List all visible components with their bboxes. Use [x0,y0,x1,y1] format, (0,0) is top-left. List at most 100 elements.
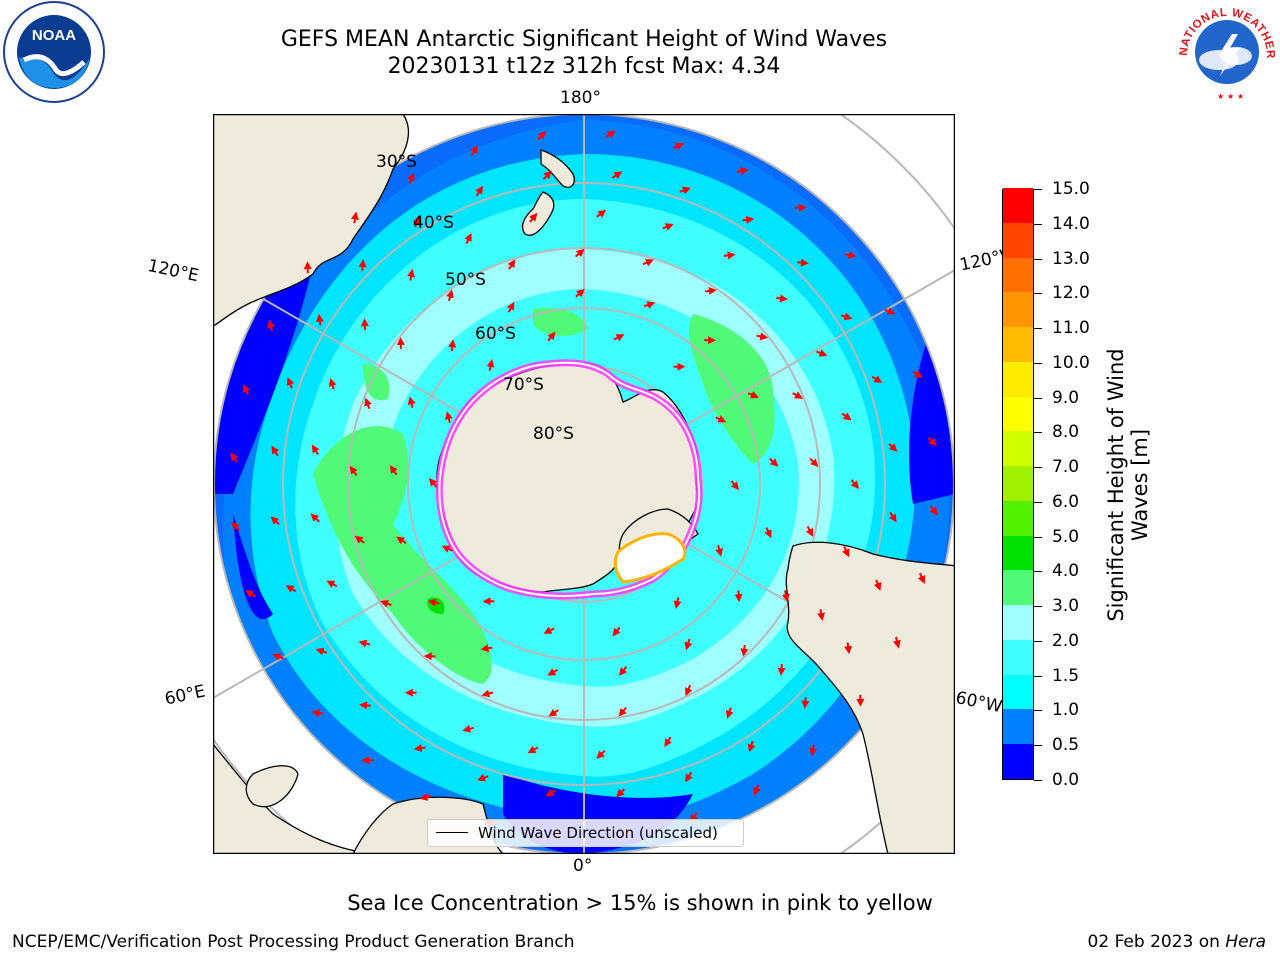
colorbar-title: Significant Height of Wind Waves [m] [1104,185,1152,785]
wave-direction-arrow [545,788,557,797]
colorbar-tick-label: 4.0 [1052,561,1080,582]
colorbar-tick [1034,189,1042,190]
wave-direction-arrow [575,288,585,298]
chart-title: GEFS MEAN Antarctic Significant Height o… [280,27,888,52]
wave-direction-arrow [642,259,654,267]
colorbar-segment [1003,743,1033,779]
wave-direction-arrow [611,171,623,180]
wave-direction-arrow [547,668,559,676]
wave-direction-arrow [736,167,749,176]
colorbar-tick [1034,606,1042,608]
wave-direction-arrow [441,545,453,553]
host-name: Hera [1225,932,1266,952]
colorbar-tick [1034,223,1042,225]
wave-direction-arrow [643,301,656,309]
colorbar-segment [1003,361,1033,397]
wave-direction-arrow [428,477,438,488]
wave-direction-arrow [364,397,372,410]
svg-text:★: ★ [1227,92,1234,101]
wave-direction-arrow [816,349,828,357]
wave-direction-arrow [715,545,724,557]
wave-direction-arrow [715,415,727,423]
colorbar-tick [1034,640,1042,642]
wave-direction-arrow [481,689,494,698]
wave-direction-arrow [412,215,421,228]
wave-direction-arrow [230,452,239,463]
colorbar-tick [1034,397,1042,399]
colorbar-segment [1003,674,1033,710]
wave-direction-arrow [285,585,297,593]
wave-direction-arrow [419,792,432,801]
lon-label-0: 0° [573,856,593,876]
wave-direction-arrow [747,390,759,399]
wave-direction-arrow [753,784,761,796]
wave-direction-arrow [358,259,367,271]
wave-direction-arrow [781,590,790,603]
wave-direction-arrow [311,444,320,456]
colorbar-tick-label: 0.0 [1052,770,1080,790]
wave-direction-arrow [809,744,818,757]
wave-direction-arrow [596,209,607,218]
wave-direction-arrow [360,318,369,331]
lon-label-60e: 60°E [163,681,208,710]
wave-direction-arrow [270,516,280,526]
colorbar-segment [1003,396,1033,432]
colorbar-tick [1034,362,1042,364]
colorbar-tick-label: 1.5 [1052,665,1080,686]
wave-direction-arrow [543,626,555,634]
lat-label-70s: 70°S [503,375,544,395]
wave-direction-arrow [888,511,897,523]
wave-direction-arrow [917,572,926,584]
wave-direction-arrow [470,145,478,156]
wave-direction-arrow [444,411,453,423]
colorbar-tick-label: 11.0 [1052,318,1090,339]
colorbar [1002,187,1034,780]
wave-direction-arrow [685,771,693,783]
wave-direction-arrow [548,708,559,717]
wave-direction-arrow [464,232,472,245]
wave-direction-arrow [462,724,475,733]
wave-direction-arrow [477,773,489,782]
wave-direction-arrow [407,396,416,409]
wave-direction-arrow [446,289,454,302]
lat-label-30s: 30°S [376,152,417,172]
wave-direction-arrow [690,812,698,823]
wave-direction-arrow [407,172,415,184]
wave-direction-arrow [407,268,415,281]
wave-direction-arrow [841,412,852,421]
colorbar-tick-label: 7.0 [1052,457,1080,478]
wave-direction-arrow [605,130,616,139]
wave-direction-arrow [664,736,672,748]
colorbar-segment [1003,709,1033,745]
run-date-text: 02 Feb 2023 on [1087,932,1220,952]
lat-label-80s: 80°S [533,424,574,444]
wave-direction-arrow [286,377,295,389]
colorbar-segment [1003,326,1033,362]
wave-direction-arrow [507,259,516,270]
colorbar-segment [1003,187,1033,223]
wave-direction-arrow [884,307,896,315]
wave-direction-arrow [326,580,338,588]
legend-label: Wind Wave Direction (unscaled) [478,824,718,842]
svg-text:★: ★ [1237,92,1244,101]
wave-direction-arrow [396,536,407,545]
wave-direction-arrow [662,223,674,231]
wave-direction-arrow [764,527,772,539]
wave-direction-arrow [272,653,284,661]
wave-direction-arrow [756,332,769,341]
colorbar-tick-label: 8.0 [1052,422,1080,443]
wave-direction-arrow [242,384,251,396]
wave-direction-arrow [871,375,883,383]
wave-direction-arrow [929,505,938,516]
wave-direction-arrow [537,131,547,141]
wave-direction-arrow [730,480,740,491]
colorbar-segment [1003,222,1033,258]
colorbar-title-line2: Waves [m] [1128,428,1152,542]
wave-direction-arrow [672,142,684,151]
wave-direction-arrow [805,525,814,537]
colorbar-segment [1003,291,1033,328]
wave-direction-arrow [809,457,819,468]
run-date: 02 Feb 2023 on Hera [1088,932,1266,952]
colorbar-tick-label: 10.0 [1052,352,1090,373]
wave-direction-arrow [892,636,901,649]
